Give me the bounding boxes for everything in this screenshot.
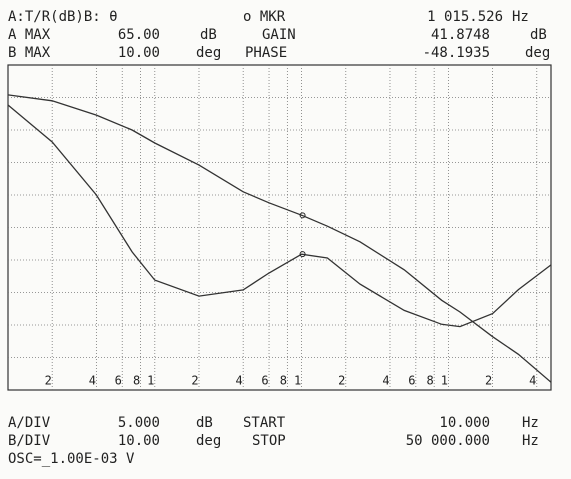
b-div: 10.00 bbox=[118, 433, 160, 449]
x-tick-label: 2 bbox=[191, 374, 198, 388]
osc: OSC=_1.00E-03 V bbox=[8, 451, 135, 467]
start: 10.000 bbox=[439, 415, 490, 431]
b-div-label: B/DIV bbox=[8, 433, 51, 449]
marker-unit: Hz bbox=[512, 9, 529, 25]
marker-gain bbox=[299, 212, 306, 219]
a-div: 5.000 bbox=[118, 415, 160, 431]
phase-label: PHASE bbox=[245, 45, 287, 61]
x-tick-label: 4 bbox=[236, 374, 243, 388]
a-max: 65.00 bbox=[118, 27, 160, 43]
x-tick-label: 4 bbox=[529, 374, 536, 388]
x-tick-label: 6 bbox=[261, 374, 268, 388]
x-tick-label: 1 bbox=[441, 374, 448, 388]
x-tick-label: 4 bbox=[382, 374, 389, 388]
a-div-label: A/DIV bbox=[8, 415, 51, 431]
b-unit: deg bbox=[196, 45, 221, 61]
x-tick-label: 2 bbox=[45, 374, 52, 388]
x-tick-label: 6 bbox=[115, 374, 122, 388]
header: A:T/R(dB)B: θ o MKR 1 015.526 Hz A MAX 6… bbox=[8, 9, 550, 61]
trace bbox=[7, 94, 552, 383]
b-max-label: B MAX bbox=[8, 45, 51, 61]
x-tick-label: 1 bbox=[147, 374, 154, 388]
marker-gain: 41.8748 bbox=[431, 27, 490, 43]
x-tick-label: 4 bbox=[89, 374, 96, 388]
b-div-unit: deg bbox=[196, 433, 221, 449]
start-unit: Hz bbox=[522, 415, 539, 431]
x-tick-label: 6 bbox=[408, 374, 415, 388]
stop-label: STOP bbox=[252, 433, 286, 449]
start-label: START bbox=[243, 415, 286, 431]
marker-frequency: 1 015.526 bbox=[427, 9, 503, 25]
stop-unit: Hz bbox=[522, 433, 539, 449]
x-tick-label: 8 bbox=[427, 374, 434, 388]
stop: 50 000.000 bbox=[406, 433, 490, 449]
x-tick-label: 2 bbox=[338, 374, 345, 388]
x-tick-label: 2 bbox=[485, 374, 492, 388]
a-unit: dB bbox=[200, 27, 217, 43]
trace bbox=[7, 104, 552, 328]
gain-unit: dB bbox=[530, 27, 547, 43]
marker-phase bbox=[299, 251, 306, 258]
x-tick-label: 8 bbox=[280, 374, 287, 388]
gain-label: GAIN bbox=[262, 27, 296, 43]
a-max-label: A MAX bbox=[8, 27, 51, 43]
trace-mode: A:T/R(dB)B: θ bbox=[8, 9, 118, 25]
a-div-unit: dB bbox=[196, 415, 213, 431]
marker-label: o MKR bbox=[243, 9, 286, 25]
x-tick-label: 1 bbox=[294, 374, 301, 388]
b-max: 10.00 bbox=[118, 45, 160, 61]
x-tick-label: 8 bbox=[133, 374, 140, 388]
footer: A/DIV 5.000 dB START 10.000 Hz B/DIV 10.… bbox=[8, 415, 539, 467]
marker-phase: -48.1935 bbox=[423, 45, 490, 61]
phase-unit: deg bbox=[525, 45, 550, 61]
